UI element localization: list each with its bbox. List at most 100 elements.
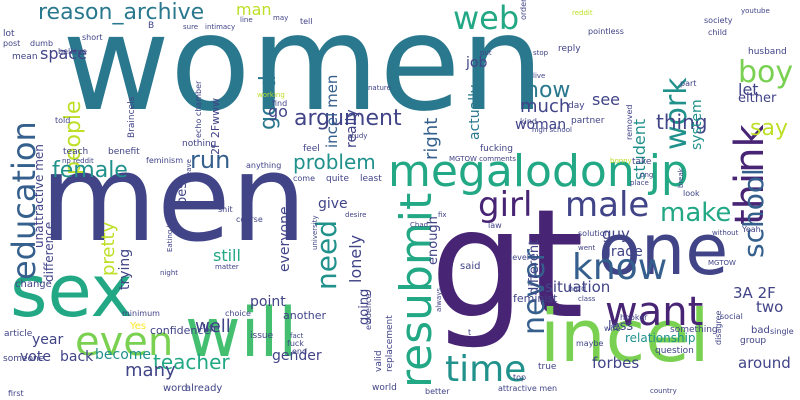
word: even xyxy=(75,319,174,365)
word: go xyxy=(268,102,288,121)
word: intimacy xyxy=(205,23,236,31)
word: night xyxy=(160,269,179,277)
word: study xyxy=(348,132,368,140)
word: actually xyxy=(467,84,483,140)
word: quite xyxy=(326,174,349,184)
word: Braincels xyxy=(127,96,137,138)
word: take xyxy=(632,157,652,167)
word: feel xyxy=(303,144,320,154)
word: fuck xyxy=(287,339,304,348)
word: gender xyxy=(272,348,322,364)
word: reply xyxy=(558,44,581,54)
word: still xyxy=(213,246,241,265)
word: issue xyxy=(250,331,274,341)
word: law xyxy=(488,221,502,230)
word: women xyxy=(62,0,545,141)
word: system xyxy=(689,99,705,150)
word: shit xyxy=(218,205,233,214)
word: maybe xyxy=(576,339,604,348)
word: minimum xyxy=(122,309,160,318)
word: level xyxy=(510,253,530,262)
word: vote xyxy=(20,349,51,365)
word: well xyxy=(195,316,231,337)
word: t xyxy=(468,328,472,337)
word: fact xyxy=(290,332,304,340)
word: least xyxy=(360,174,382,184)
word: another xyxy=(283,309,327,322)
word: teacher xyxy=(153,350,230,374)
word: top xyxy=(513,373,527,382)
word: run xyxy=(190,146,231,174)
word: incel men xyxy=(323,74,341,148)
word: B xyxy=(148,21,155,31)
word: incel xyxy=(540,294,710,378)
word: already xyxy=(185,383,223,394)
word: megalodon jp xyxy=(388,146,689,197)
word: trying xyxy=(117,248,133,290)
word: echo chamber xyxy=(194,80,203,138)
word: come xyxy=(293,174,316,183)
word: change xyxy=(15,279,52,290)
word: stop xyxy=(533,49,549,57)
word: told xyxy=(55,116,71,125)
word: will xyxy=(185,294,298,373)
word: png xyxy=(640,171,654,179)
word: confidence xyxy=(150,324,211,337)
word: tell xyxy=(300,17,313,26)
word: husband xyxy=(748,47,787,57)
word: give xyxy=(318,196,348,212)
word: less xyxy=(608,319,634,334)
word: society xyxy=(704,16,733,25)
word: teach xyxy=(63,147,89,157)
word: nature xyxy=(368,84,391,92)
word: something xyxy=(670,325,718,335)
word: choice xyxy=(225,309,251,318)
word: feminism xyxy=(146,156,184,165)
word: life xyxy=(203,322,220,335)
word: want xyxy=(605,289,704,335)
word: argument xyxy=(294,106,402,131)
word: university xyxy=(311,215,319,250)
word: place xyxy=(630,179,649,187)
word: MGTOW comments xyxy=(449,155,517,163)
word: anything xyxy=(246,161,282,170)
word: guy xyxy=(602,225,630,243)
word: back xyxy=(60,349,94,365)
word: much xyxy=(520,96,571,117)
word: disagree xyxy=(714,310,723,345)
word: job xyxy=(466,55,488,71)
word: lot xyxy=(3,29,15,39)
word: woman xyxy=(515,117,567,133)
word: always xyxy=(435,287,443,312)
word: girl xyxy=(478,185,533,225)
word: let xyxy=(738,80,759,99)
word: kind xyxy=(520,117,538,126)
word: group xyxy=(740,336,767,346)
word: different xyxy=(527,239,542,295)
word: two xyxy=(756,298,784,316)
word: space xyxy=(40,44,87,63)
word: short xyxy=(82,33,103,42)
word: Eating bread xyxy=(166,207,174,252)
word: single xyxy=(770,327,794,336)
word: country xyxy=(650,387,677,395)
word: feminist xyxy=(513,292,558,305)
word: lonely xyxy=(346,234,365,283)
word: female xyxy=(52,158,128,183)
word: either xyxy=(738,91,777,106)
word: male xyxy=(565,185,650,225)
word: bad xyxy=(751,325,770,336)
word: question xyxy=(655,346,694,356)
word: wife xyxy=(604,324,621,333)
word: man xyxy=(236,0,272,19)
word: removed xyxy=(625,104,634,140)
word: many xyxy=(125,360,176,381)
word: reason_archive xyxy=(38,0,205,25)
word: hard xyxy=(568,284,587,293)
word: order xyxy=(519,0,528,20)
word: someone xyxy=(3,354,45,364)
word: true xyxy=(538,362,557,372)
word: word xyxy=(163,383,188,394)
word: end xyxy=(292,347,308,356)
